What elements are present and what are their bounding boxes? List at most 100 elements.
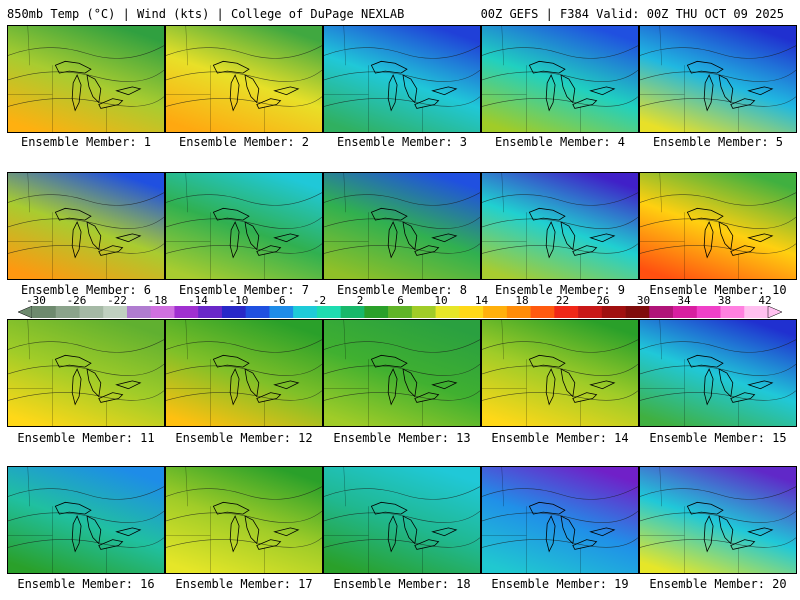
- ensemble-map-graphic: [640, 173, 796, 279]
- colorbar-tick-label: -30: [26, 294, 46, 307]
- ensemble-member-label: Ensemble Member: 11: [17, 431, 155, 445]
- ensemble-map-graphic: [166, 26, 322, 132]
- colorbar-segment: [459, 306, 484, 318]
- colorbar-segment: [293, 306, 318, 318]
- colorbar-segment: [483, 306, 508, 318]
- ensemble-map-16: [7, 466, 165, 574]
- colorbar-tick-label: 14: [474, 294, 489, 307]
- colorbar-segment: [364, 306, 389, 318]
- ensemble-map-graphic: [166, 173, 322, 279]
- colorbar-tick-label: 10: [434, 294, 448, 307]
- colorbar-tick-label: 6: [397, 294, 404, 307]
- colorbar-segment: [673, 306, 698, 318]
- colorbar-segment: [174, 306, 199, 318]
- ensemble-map-7: [165, 172, 323, 280]
- colorbar-segment: [103, 306, 128, 318]
- colorbar-low-arrow: [18, 306, 33, 318]
- ensemble-map-13: [323, 319, 481, 427]
- colorbar-tick-label: 42: [758, 294, 772, 307]
- ensemble-map-9: [481, 172, 639, 280]
- ensemble-member-label: Ensemble Member: 15: [649, 431, 787, 445]
- ensemble-member-label: Ensemble Member: 6: [20, 283, 152, 297]
- ensemble-map-10: [639, 172, 797, 280]
- colorbar-segment: [744, 306, 769, 318]
- ensemble-member-label: Ensemble Member: 18: [333, 577, 471, 591]
- ensemble-member-label: Ensemble Member: 2: [178, 135, 310, 149]
- colorbar-tick-label: 22: [555, 294, 570, 307]
- colorbar-tick-label: -10: [228, 294, 249, 307]
- colorbar-segment: [79, 306, 104, 318]
- ensemble-member-label: Ensemble Member: 17: [175, 577, 313, 591]
- colorbar-tick-label: -26: [66, 294, 87, 307]
- colorbar-segment: [601, 306, 626, 318]
- colorbar-segment: [720, 306, 745, 318]
- ensemble-map-graphic: [324, 320, 480, 426]
- colorbar-high-arrow: [767, 306, 782, 318]
- ensemble-map-graphic: [324, 26, 480, 132]
- ensemble-map-5: [639, 25, 797, 133]
- colorbar-tick-label: -2: [312, 294, 327, 307]
- ensemble-map-3: [323, 25, 481, 133]
- colorbar-segment: [316, 306, 341, 318]
- colorbar-segment: [649, 306, 674, 318]
- ensemble-member-label: Ensemble Member: 13: [333, 431, 471, 445]
- ensemble-map-8: [323, 172, 481, 280]
- ensemble-map-graphic: [482, 26, 638, 132]
- run-valid-time: 00Z GEFS | F384 Valid: 00Z THU OCT 09 20…: [480, 7, 784, 21]
- colorbar-segment: [411, 306, 436, 318]
- colorbar-segment: [221, 306, 246, 318]
- ensemble-member-label: Ensemble Member: 4: [494, 135, 626, 149]
- ensemble-map-19: [481, 466, 639, 574]
- ensemble-map-graphic: [482, 467, 638, 573]
- colorbar-segment: [126, 306, 152, 318]
- colorbar-segment: [625, 306, 650, 318]
- colorbar-segment: [245, 306, 270, 318]
- colorbar-tick-label: 38: [717, 294, 732, 307]
- colorbar-tick-label: -14: [188, 294, 208, 307]
- ensemble-map-1: [7, 25, 165, 133]
- colorbar-tick-label: 30: [636, 294, 651, 307]
- colorbar-segment: [506, 306, 531, 318]
- colorbar-tick-label: 18: [515, 294, 529, 307]
- ensemble-map-graphic: [482, 173, 638, 279]
- ensemble-map-14: [481, 319, 639, 427]
- ensemble-map-2: [165, 25, 323, 133]
- colorbar-segment: [554, 306, 579, 318]
- ensemble-member-label: Ensemble Member: 9: [494, 283, 626, 297]
- ensemble-map-graphic: [640, 26, 796, 132]
- colorbar-segment: [269, 306, 294, 318]
- colorbar-segment: [530, 306, 555, 318]
- ensemble-map-4: [481, 25, 639, 133]
- colorbar-segment: [435, 306, 460, 318]
- ensemble-map-11: [7, 319, 165, 427]
- ensemble-member-label: Ensemble Member: 7: [178, 283, 310, 297]
- ensemble-member-label: Ensemble Member: 14: [491, 431, 629, 445]
- ensemble-member-label: Ensemble Member: 20: [649, 577, 787, 591]
- colorbar-segment: [32, 306, 57, 318]
- map-title: 850mb Temp (°C) | Wind (kts) | College o…: [7, 7, 405, 21]
- ensemble-member-label: Ensemble Member: 8: [336, 283, 468, 297]
- ensemble-map-20: [639, 466, 797, 574]
- ensemble-map-17: [165, 466, 323, 574]
- ensemble-member-label: Ensemble Member: 10: [649, 283, 787, 297]
- colorbar-tick-label: 2: [356, 294, 364, 307]
- ensemble-map-graphic: [166, 320, 322, 426]
- ensemble-map-graphic: [640, 467, 796, 573]
- ensemble-member-label: Ensemble Member: 12: [175, 431, 313, 445]
- colorbar-segment: [55, 306, 80, 318]
- ensemble-map-graphic: [482, 320, 638, 426]
- ensemble-member-label: Ensemble Member: 16: [17, 577, 155, 591]
- ensemble-member-label: Ensemble Member: 3: [336, 135, 468, 149]
- colorbar-segment: [150, 306, 175, 318]
- colorbar-segment: [696, 306, 721, 318]
- colorbar-tick-label: -22: [107, 294, 127, 307]
- temperature-colorbar: [18, 306, 782, 318]
- colorbar-segment: [578, 306, 603, 318]
- colorbar-segment: [340, 306, 365, 318]
- ensemble-map-15: [639, 319, 797, 427]
- ensemble-map-6: [7, 172, 165, 280]
- ensemble-member-label: Ensemble Member: 5: [652, 135, 784, 149]
- ensemble-map-graphic: [8, 320, 164, 426]
- colorbar-segment: [198, 306, 223, 318]
- ensemble-map-graphic: [166, 467, 322, 573]
